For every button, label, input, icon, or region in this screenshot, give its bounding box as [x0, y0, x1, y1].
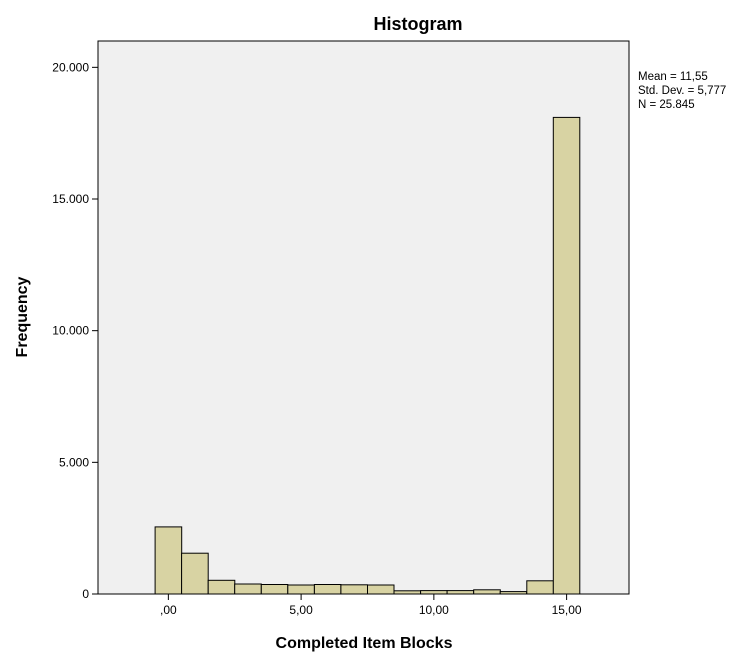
y-tick-label: 10.000 [52, 324, 89, 338]
x-axis-title: Completed Item Blocks [276, 635, 453, 652]
histogram-bars [154, 116, 581, 595]
y-axis: 0 5.000 10.000 15.000 20.000 [52, 60, 98, 601]
stat-mean: Mean = 11,55 [638, 71, 708, 83]
stat-std-dev: Std. Dev. = 5,777 [638, 85, 726, 97]
histogram-bar [420, 590, 448, 595]
x-tick-label: 15,00 [552, 603, 582, 617]
y-tick-label: 15.000 [52, 192, 89, 206]
histogram-bar [260, 584, 289, 595]
histogram-bar [552, 116, 581, 595]
histogram-bar [154, 526, 183, 595]
x-tick-label: 5,00 [289, 603, 313, 617]
histogram-bar [207, 579, 236, 595]
histogram-bar [393, 590, 422, 595]
plot-area [97, 40, 630, 595]
histogram-bar [287, 584, 315, 595]
histogram-bar [473, 589, 501, 595]
histogram-bar [526, 580, 554, 595]
histogram-bar [367, 584, 395, 595]
y-axis-title: Frequency [14, 276, 31, 357]
x-tick-label: 10,00 [419, 603, 449, 617]
statistics-box: Mean = 11,55 Std. Dev. = 5,777 N = 25.84… [638, 71, 726, 111]
x-axis: ,00 5,00 10,00 15,00 [160, 594, 582, 617]
histogram-bar [340, 584, 368, 595]
histogram-bar [499, 591, 528, 595]
y-tick-label: 5.000 [59, 455, 89, 469]
chart-title: Histogram [373, 14, 462, 34]
y-tick-label: 0 [82, 587, 89, 601]
histogram-bar [313, 584, 342, 595]
y-tick-label: 20.000 [52, 60, 89, 74]
stat-n: N = 25.845 [638, 99, 695, 111]
histogram-bar [446, 590, 475, 595]
x-tick-label: ,00 [160, 603, 177, 617]
histogram-bar [181, 552, 209, 595]
histogram-bar [234, 583, 262, 595]
